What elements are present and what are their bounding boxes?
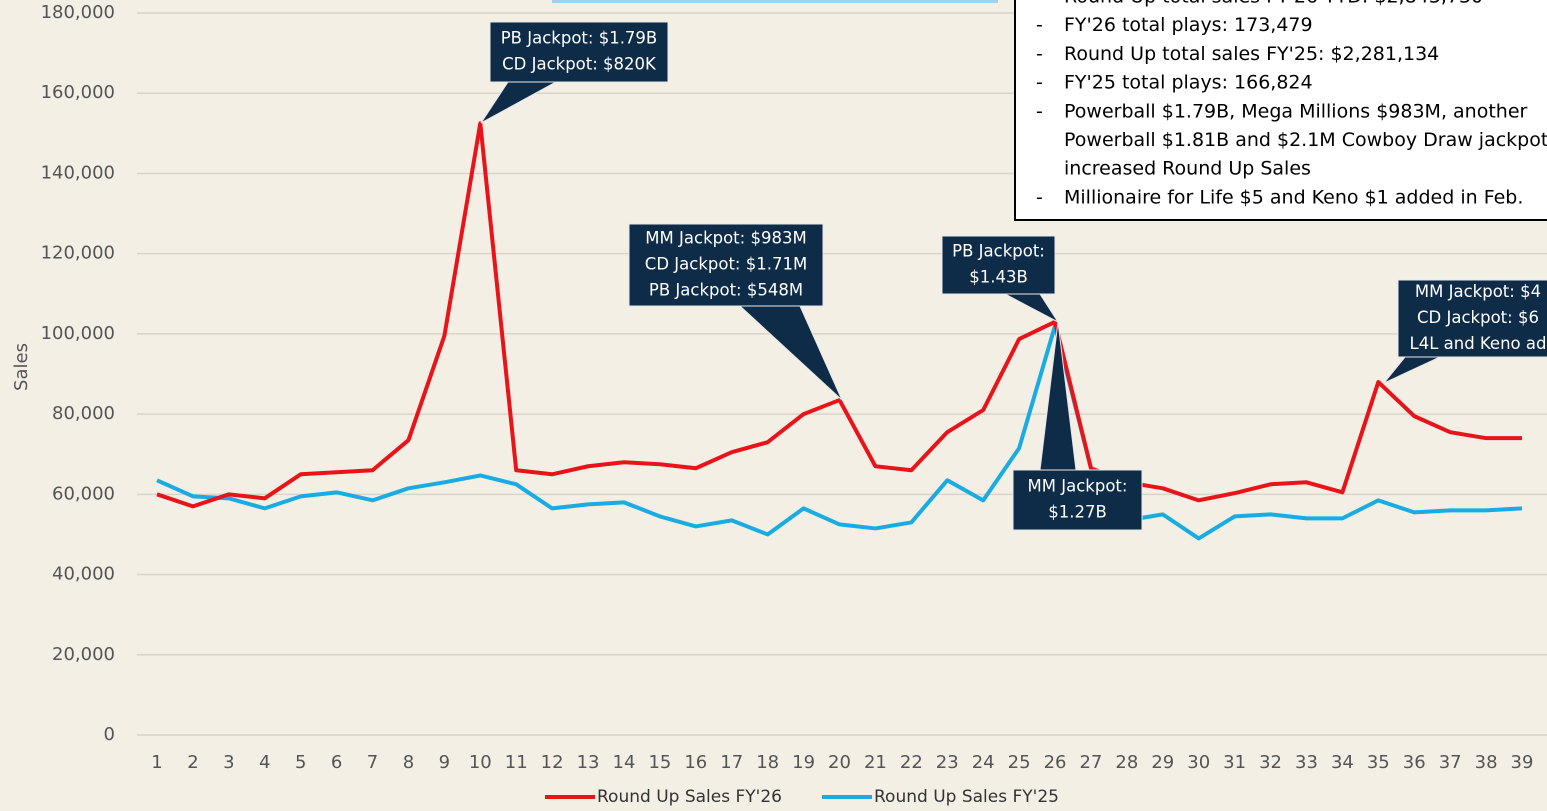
callout-pointer <box>1004 293 1060 324</box>
y-tick-label: 140,000 <box>41 162 115 183</box>
note-bullet: - <box>1036 100 1043 122</box>
callout-text: MM Jackpot: <box>1028 477 1128 496</box>
header-bar <box>552 0 998 3</box>
x-tick-label: 31 <box>1223 752 1246 773</box>
x-tick-label: 29 <box>1151 752 1174 773</box>
y-tick-label: 80,000 <box>52 403 115 424</box>
y-tick-label: 0 <box>104 724 115 745</box>
y-tick-label: 20,000 <box>52 644 115 665</box>
callout-pointer <box>1383 356 1441 384</box>
legend-label: Round Up Sales FY'26 <box>597 787 782 807</box>
x-tick-label: 16 <box>684 752 707 773</box>
callout-box <box>489 21 669 83</box>
note-bullet: - <box>1036 72 1043 94</box>
callout-box <box>1012 469 1143 531</box>
x-tick-label: 27 <box>1079 752 1102 773</box>
x-tick-label: 26 <box>1044 752 1067 773</box>
x-tick-label: 34 <box>1331 752 1354 773</box>
x-tick-label: 8 <box>403 752 414 773</box>
x-tick-label: 36 <box>1403 752 1426 773</box>
x-tick-label: 37 <box>1439 752 1462 773</box>
x-tick-label: 4 <box>259 752 270 773</box>
note-text: Powerball $1.81B and $2.1M Cowboy Draw j… <box>1064 129 1547 151</box>
x-tick-label: 2 <box>187 752 198 773</box>
x-tick-label: 20 <box>828 752 851 773</box>
x-tick-label: 38 <box>1475 752 1498 773</box>
callout-box <box>941 235 1056 295</box>
note-text: Round Up total sales FY'26 YTD: $2,843,7… <box>1064 0 1483 8</box>
x-tick-label: 5 <box>295 752 306 773</box>
callout-text: PB Jackpot: $548M <box>649 281 803 300</box>
series-line <box>156 121 1522 509</box>
callout-box <box>1397 279 1547 358</box>
callout-text: CD Jackpot: $6 <box>1417 308 1539 327</box>
series-line <box>156 323 1523 541</box>
x-tick-label: 19 <box>792 752 815 773</box>
x-tick-label: 23 <box>936 752 959 773</box>
legend-label: Round Up Sales FY'25 <box>874 787 1059 807</box>
note-bullet: - <box>1036 0 1043 8</box>
callout-text: $1.43B <box>969 268 1028 287</box>
x-tick-label: 13 <box>577 752 600 773</box>
callout-pointer <box>738 305 843 401</box>
y-tick-label: 180,000 <box>41 2 115 23</box>
x-tick-label: 6 <box>331 752 342 773</box>
x-tick-label: 25 <box>1008 752 1031 773</box>
x-tick-label: 1 <box>151 752 162 773</box>
callout-text: PB Jackpot: $1.79B <box>501 29 658 48</box>
y-tick-label: 40,000 <box>52 564 115 585</box>
x-tick-label: 15 <box>648 752 671 773</box>
x-tick-label: 12 <box>541 752 564 773</box>
x-tick-label: 21 <box>864 752 887 773</box>
x-tick-label: 14 <box>613 752 636 773</box>
x-tick-label: 17 <box>720 752 743 773</box>
callout-text: CD Jackpot: $820K <box>502 55 657 74</box>
callout-text: $1.27B <box>1048 503 1107 522</box>
callout-text: PB Jackpot: <box>952 242 1045 261</box>
callout-text: CD Jackpot: $1.71M <box>645 255 807 274</box>
note-text: Round Up total sales FY'25: $2,281,134 <box>1064 43 1439 65</box>
note-text: increased Round Up Sales <box>1064 158 1311 180</box>
x-tick-label: 9 <box>439 752 450 773</box>
y-tick-label: 120,000 <box>41 243 115 264</box>
x-tick-label: 7 <box>367 752 378 773</box>
note-bullet: - <box>1036 43 1043 65</box>
x-tick-label: 33 <box>1295 752 1318 773</box>
x-tick-label: 11 <box>505 752 528 773</box>
x-tick-label: 24 <box>972 752 995 773</box>
y-axis-label: Sales <box>11 343 32 391</box>
callout-text: L4L and Keno ad <box>1410 334 1547 353</box>
note-bullet: - <box>1036 186 1043 208</box>
callout-pointer <box>480 81 557 124</box>
y-tick-label: 160,000 <box>41 82 115 103</box>
x-tick-label: 18 <box>756 752 779 773</box>
notes-box <box>1014 0 1547 221</box>
x-tick-label: 39 <box>1511 752 1534 773</box>
note-text: Millionaire for Life $5 and Keno $1 adde… <box>1064 186 1523 208</box>
x-tick-label: 32 <box>1259 752 1282 773</box>
x-tick-label: 30 <box>1187 752 1210 773</box>
note-text: FY'25 total plays: 166,824 <box>1064 72 1313 94</box>
x-tick-label: 3 <box>223 752 234 773</box>
note-bullet: - <box>1036 14 1043 36</box>
note-text: Powerball $1.79B, Mega Millions $983M, a… <box>1064 100 1528 122</box>
x-tick-label: 28 <box>1115 752 1138 773</box>
note-text: FY'26 total plays: 173,479 <box>1064 14 1313 36</box>
y-tick-label: 100,000 <box>41 323 115 344</box>
callout-box <box>628 223 824 307</box>
x-tick-label: 22 <box>900 752 923 773</box>
callout-pointer <box>1039 321 1077 471</box>
callout-text: MM Jackpot: $4 <box>1415 282 1541 301</box>
callout-text: MM Jackpot: $983M <box>645 229 806 248</box>
x-tick-label: 35 <box>1367 752 1390 773</box>
x-tick-label: 10 <box>469 752 492 773</box>
y-tick-label: 60,000 <box>52 483 115 504</box>
